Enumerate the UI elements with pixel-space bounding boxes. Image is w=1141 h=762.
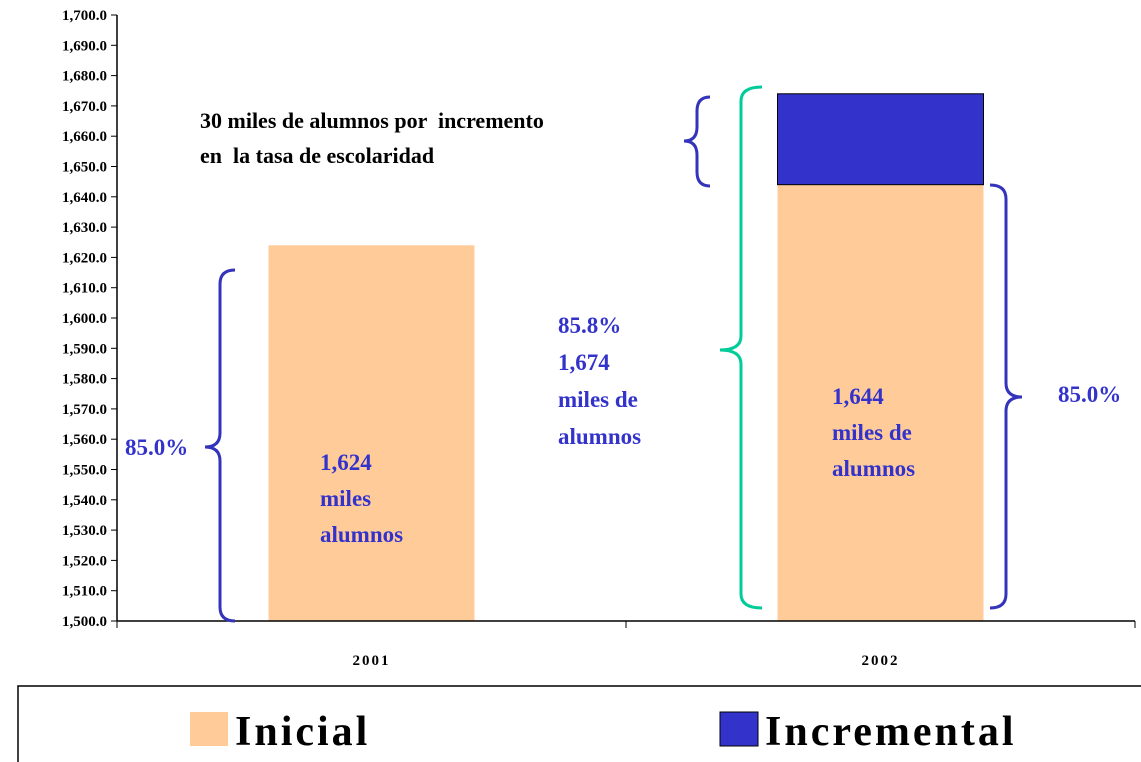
y-tick-label: 1,630.0 (62, 220, 107, 236)
legend-swatch (190, 712, 228, 746)
y-tick-label: 1,520.0 (62, 553, 107, 569)
y-tick-label: 1,660.0 (62, 129, 107, 145)
y-tick-label: 1,510.0 (62, 584, 107, 600)
y-tick-label: 1,620.0 (62, 250, 107, 266)
bar (777, 93, 984, 186)
x-tick-label: 2002 (862, 653, 900, 669)
annotation: 30 miles de alumnos por incremento (200, 108, 544, 133)
annotation: alumnos (320, 522, 403, 547)
y-tick-label: 1,570.0 (62, 402, 107, 418)
y-tick-label: 1,590.0 (62, 341, 107, 357)
y-tick-label: 1,560.0 (62, 432, 107, 448)
legend-label: Inicial (235, 709, 370, 755)
y-tick-label: 1,530.0 (62, 523, 107, 539)
y-tick-label: 1,550.0 (62, 463, 107, 479)
brace (204, 268, 236, 623)
brace (719, 85, 763, 610)
annotation: alumnos (558, 424, 641, 449)
legend-box (17, 685, 1141, 762)
y-tick-label: 1,670.0 (62, 99, 107, 115)
annotation: en la tasa de escolaridad (200, 143, 434, 168)
x-tick-label: 2001 (353, 653, 391, 669)
legend-label: Incremental (765, 709, 1017, 755)
y-tick-label: 1,650.0 (62, 160, 107, 176)
y-tick-label: 1,640.0 (62, 190, 107, 206)
brace (683, 95, 711, 188)
y-tick-label: 1,700.0 (62, 8, 107, 24)
bar (268, 245, 475, 621)
annotation: alumnos (832, 456, 915, 481)
annotation: 1,674 (558, 350, 610, 375)
y-tick-label: 1,600.0 (62, 311, 107, 327)
annotation: 85.0% (1058, 382, 1121, 407)
legend-swatch (719, 711, 759, 747)
brace (989, 183, 1023, 610)
annotation: 1,644 (832, 384, 884, 409)
y-tick-label: 1,610.0 (62, 281, 107, 297)
y-tick-label: 1,680.0 (62, 69, 107, 85)
annotation: miles de (558, 387, 638, 412)
y-tick-label: 1,540.0 (62, 493, 107, 509)
annotation: miles de (832, 420, 912, 445)
bar (777, 184, 984, 621)
y-tick-label: 1,500.0 (62, 614, 107, 630)
annotation: 1,624 (320, 450, 372, 475)
y-tick-label: 1,690.0 (62, 38, 107, 54)
y-tick-label: 1,580.0 (62, 372, 107, 388)
annotation: 85.8% (558, 313, 621, 338)
annotation: miles (320, 486, 371, 511)
annotation: 85.0% (125, 435, 188, 460)
